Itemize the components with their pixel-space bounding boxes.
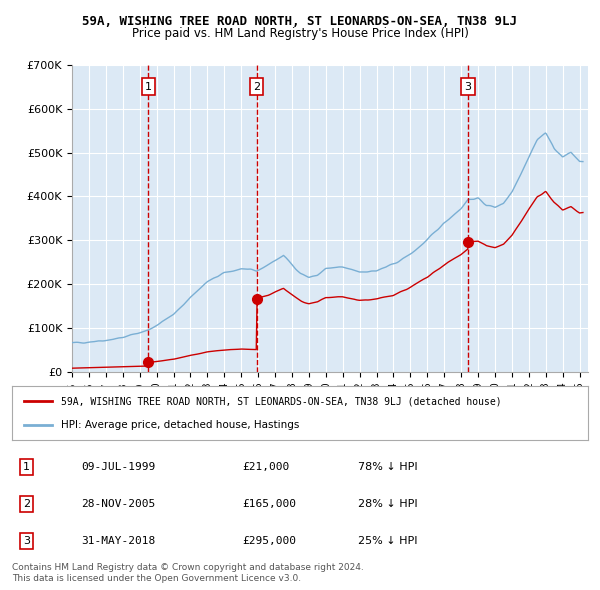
Text: £165,000: £165,000 [242, 499, 296, 509]
Text: Contains HM Land Registry data © Crown copyright and database right 2024.
This d: Contains HM Land Registry data © Crown c… [12, 563, 364, 583]
Text: 3: 3 [464, 82, 472, 92]
Text: 1: 1 [145, 82, 152, 92]
Text: £295,000: £295,000 [242, 536, 296, 546]
Text: 28-NOV-2005: 28-NOV-2005 [81, 499, 155, 509]
Text: Price paid vs. HM Land Registry's House Price Index (HPI): Price paid vs. HM Land Registry's House … [131, 27, 469, 40]
Text: 31-MAY-2018: 31-MAY-2018 [81, 536, 155, 546]
Text: 1: 1 [23, 462, 30, 472]
Text: 59A, WISHING TREE ROAD NORTH, ST LEONARDS-ON-SEA, TN38 9LJ: 59A, WISHING TREE ROAD NORTH, ST LEONARD… [83, 15, 517, 28]
Text: HPI: Average price, detached house, Hastings: HPI: Average price, detached house, Hast… [61, 419, 299, 430]
Text: 09-JUL-1999: 09-JUL-1999 [81, 462, 155, 472]
Text: 3: 3 [23, 536, 30, 546]
Text: 2: 2 [23, 499, 30, 509]
Text: 2: 2 [253, 82, 260, 92]
Text: 25% ↓ HPI: 25% ↓ HPI [358, 536, 417, 546]
Text: £21,000: £21,000 [242, 462, 290, 472]
Text: 78% ↓ HPI: 78% ↓ HPI [358, 462, 417, 472]
Text: 28% ↓ HPI: 28% ↓ HPI [358, 499, 417, 509]
Text: 59A, WISHING TREE ROAD NORTH, ST LEONARDS-ON-SEA, TN38 9LJ (detached house): 59A, WISHING TREE ROAD NORTH, ST LEONARD… [61, 396, 502, 407]
